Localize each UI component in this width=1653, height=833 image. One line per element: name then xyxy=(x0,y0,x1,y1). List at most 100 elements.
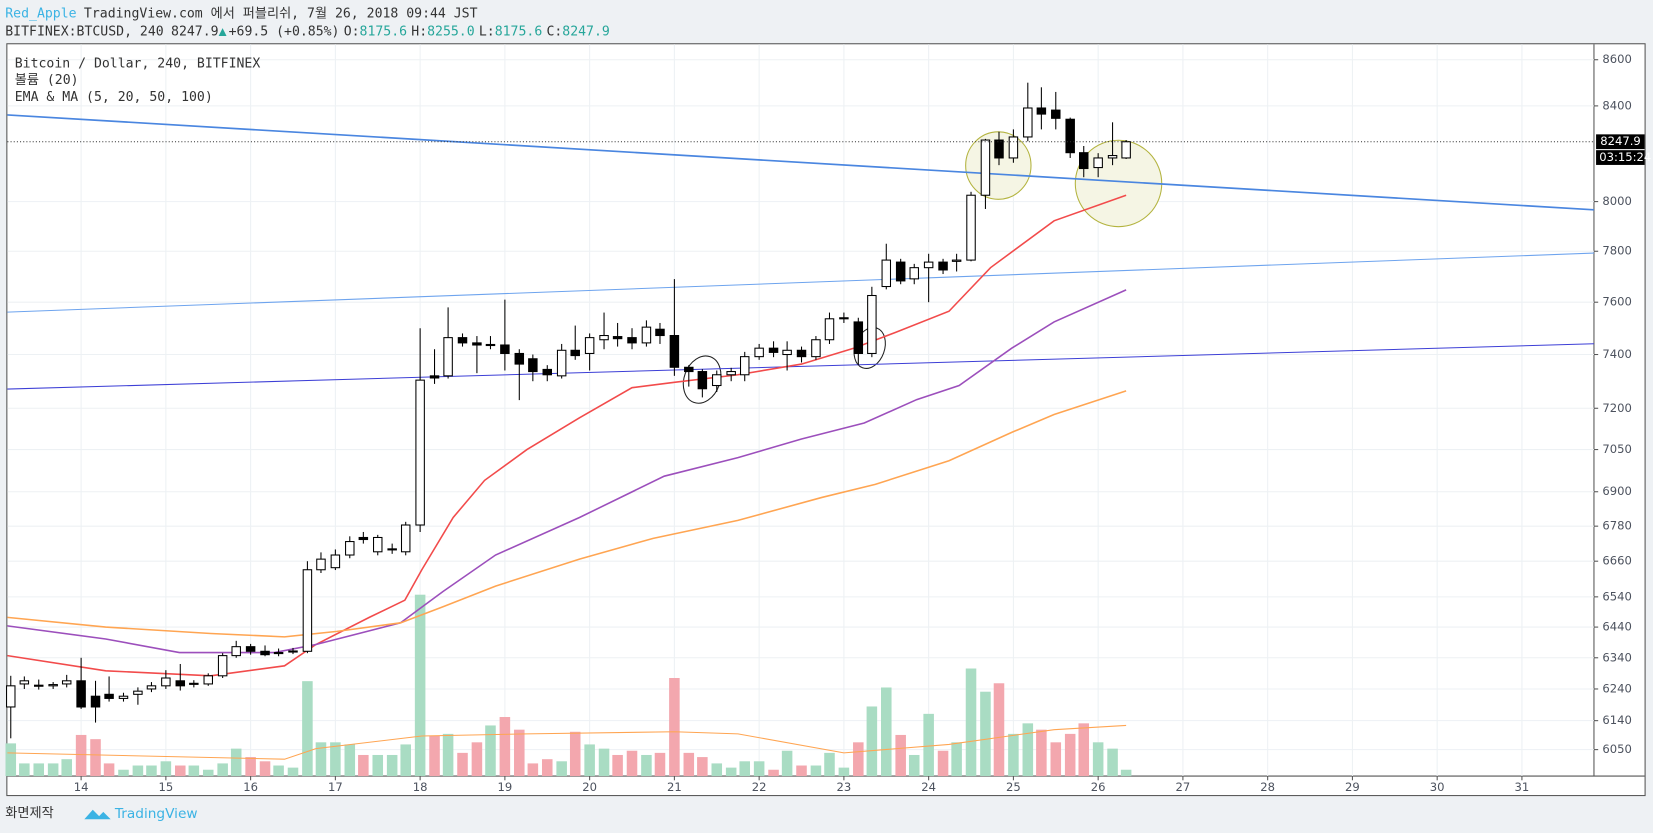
y-tick-label: 7050 xyxy=(1602,442,1631,456)
last-price-box xyxy=(1596,134,1645,150)
volume-ma-line xyxy=(7,724,1127,760)
volume-bar xyxy=(302,681,313,777)
candle-body xyxy=(500,344,510,354)
chart-frame xyxy=(6,43,1646,797)
author[interactable]: Red_Apple xyxy=(5,7,76,22)
volume-bar xyxy=(1107,748,1118,777)
volume-bar xyxy=(1008,733,1019,777)
ma-line xyxy=(7,390,1127,638)
volume-bar xyxy=(951,742,962,777)
study-legend: Bitcoin / Dollar, 240, BITFINEX xyxy=(15,56,261,71)
volume-bar xyxy=(669,677,680,777)
volume-bar xyxy=(541,759,553,777)
volume-bar xyxy=(217,763,228,777)
volume-bar xyxy=(654,752,666,777)
y-tick-label: 6340 xyxy=(1602,650,1631,664)
candle-body xyxy=(358,536,369,541)
volume-bar xyxy=(287,767,299,777)
brand-logo[interactable] xyxy=(84,809,111,820)
volume-bar xyxy=(781,750,793,777)
volume-bar xyxy=(697,757,708,777)
volume-bar xyxy=(457,752,468,777)
y-tick-label: 6140 xyxy=(1602,713,1631,727)
candle-body xyxy=(1036,107,1047,115)
candle-body xyxy=(839,317,849,320)
x-tick-label: 20 xyxy=(582,780,597,794)
ohlc-label: O: xyxy=(344,25,360,40)
candle-body xyxy=(782,349,792,356)
volume xyxy=(5,594,1132,777)
candle-body xyxy=(612,336,623,340)
volume-bar xyxy=(937,750,949,777)
y-tick-label: 7200 xyxy=(1602,401,1631,415)
candle-body xyxy=(161,677,171,687)
candle-body xyxy=(245,646,256,652)
volume-bar xyxy=(146,765,157,777)
x-tick-label: 25 xyxy=(1006,780,1021,794)
y-tick-label: 6240 xyxy=(1602,681,1631,695)
candle-body xyxy=(330,554,341,569)
candle-body xyxy=(189,682,199,685)
arrow: ▲ xyxy=(219,25,227,40)
candle-body xyxy=(273,652,284,655)
volume-bar xyxy=(569,731,581,777)
candle-body xyxy=(345,541,355,556)
volume-bar xyxy=(1092,742,1104,777)
candle-body xyxy=(302,569,313,652)
ohlc-label: C: xyxy=(546,25,562,40)
volume-bar xyxy=(641,754,652,777)
candle-body xyxy=(118,695,129,699)
volume-bar xyxy=(980,691,991,777)
x-tick-label: 22 xyxy=(752,780,767,794)
volume-bar xyxy=(683,752,695,777)
plot xyxy=(6,82,1594,739)
last: 8247.9 xyxy=(171,25,219,40)
candle-body xyxy=(1008,136,1019,159)
candle-body xyxy=(768,347,779,353)
candle-body xyxy=(951,259,962,262)
volume-bar xyxy=(245,757,256,777)
candle-body xyxy=(599,335,609,341)
volume-bar xyxy=(61,759,72,777)
volume-bar xyxy=(1120,769,1132,777)
volume-bar xyxy=(499,717,511,777)
volume-bar xyxy=(414,594,426,777)
volume-bar xyxy=(853,742,864,777)
volume-bar xyxy=(33,763,45,777)
x-tick-label: 16 xyxy=(243,780,258,794)
candle-body xyxy=(485,343,496,347)
volume-bar xyxy=(1036,729,1047,777)
y-tick-label: 6900 xyxy=(1602,484,1631,498)
candle-body xyxy=(796,349,807,358)
candle-body xyxy=(542,368,553,376)
x-tick-label: 19 xyxy=(498,780,513,794)
candle-body xyxy=(881,259,892,288)
volume-bar xyxy=(810,765,822,777)
candle-body xyxy=(684,366,694,373)
candle-body xyxy=(6,685,16,708)
candle-body xyxy=(387,548,397,551)
volume-bar xyxy=(132,765,144,777)
x-tick-label: 29 xyxy=(1345,780,1360,794)
candle-body xyxy=(923,261,934,269)
candle-body xyxy=(627,337,637,344)
volume-bar xyxy=(175,765,186,777)
trend-line xyxy=(7,343,1594,390)
ohlc-value: 8247.9 xyxy=(562,25,610,40)
candle-body xyxy=(655,328,665,337)
candle-body xyxy=(811,339,821,358)
brand[interactable]: TradingView xyxy=(114,806,198,822)
candle-body xyxy=(867,294,877,354)
candle-body xyxy=(133,690,143,695)
published: TradingView.com 에서 퍼블리쉬, 7월 26, 2018 09:… xyxy=(84,6,478,22)
countdown-label: 03:15:24 xyxy=(1599,150,1651,164)
candle-body xyxy=(443,337,453,377)
candle-body xyxy=(754,347,764,358)
x-tick-label: 17 xyxy=(328,780,343,794)
candle-body xyxy=(895,261,906,282)
volume-bar xyxy=(824,752,835,777)
volume-bar xyxy=(75,734,87,777)
volume-bar xyxy=(908,754,920,777)
candle-body xyxy=(1093,157,1103,169)
candle-body xyxy=(61,680,72,685)
